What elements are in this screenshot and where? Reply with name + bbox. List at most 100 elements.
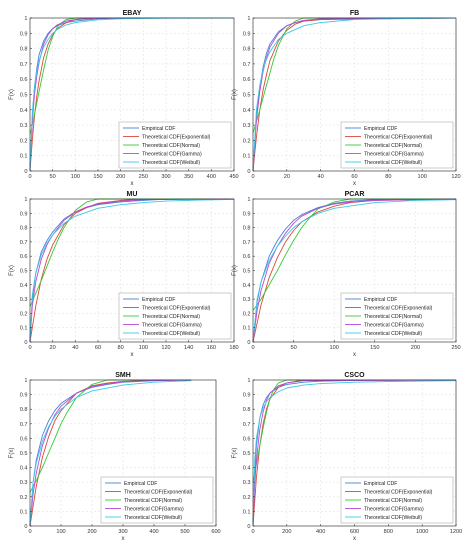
y-tick-label: 0.8 <box>20 407 28 413</box>
x-tick-label: 0 <box>251 174 254 180</box>
legend: Empirical CDF Theoretical CDF(Exponential… <box>100 476 214 524</box>
x-tick-label: 150 <box>370 345 379 351</box>
x-tick-label: 150 <box>93 174 102 180</box>
y-tick-label: 0.2 <box>20 311 28 317</box>
legend-entry: Theoretical CDF(Gamma) <box>142 322 202 328</box>
series-line-normal <box>29 17 234 135</box>
x-tick-label: 20 <box>50 345 56 351</box>
x-tick-label: 40 <box>72 345 78 351</box>
y-tick-label: 0.2 <box>243 495 251 501</box>
x-tick-label: 500 <box>180 529 189 535</box>
chart-panel-mu: 0 20 40 60 80 100 120 140 160 180 0 0.1 0.2 0.3 0.4 0.5… <box>9 191 239 358</box>
x-tick-label: 100 <box>417 174 426 180</box>
x-tick-label: 600 <box>350 529 359 535</box>
y-tick-label: 0.4 <box>20 466 28 472</box>
legend-entry: Theoretical CDF(Exponential) <box>142 305 211 311</box>
y-axis-label: F(x) <box>232 265 238 276</box>
x-axis-label: x <box>122 536 125 542</box>
chart-title: PCAR <box>345 191 365 198</box>
y-tick-label: 0.5 <box>20 269 28 275</box>
legend: Empirical CDF Theoretical CDF(Exponential… <box>340 121 454 169</box>
y-tick-label: 0.8 <box>243 226 251 232</box>
x-tick-label: 140 <box>184 345 193 351</box>
y-axis-label: F(x) <box>232 448 238 459</box>
legend-entry: Theoretical CDF(Normal) <box>142 143 200 149</box>
x-axis-label: x <box>131 181 134 187</box>
chart-title: SMH <box>115 372 131 379</box>
legend-entry: Theoretical CDF(Exponential) <box>142 134 211 140</box>
y-tick-label: 0.9 <box>20 393 28 399</box>
x-tick-label: 100 <box>330 345 339 351</box>
y-tick-label: 0.1 <box>243 509 251 515</box>
series-line-exponential <box>252 198 457 343</box>
legend-entry: Theoretical CDF(Normal) <box>364 498 422 504</box>
chart-panel-ebay: 0 50 100 150 200 250 300 350 400 450 0 0.1 0.2 0.3 0.4… <box>9 10 239 187</box>
chart-panel-smh: 0 100 200 300 400 500 600 0 0.1 0.2 0.3 0.4 0.5 0.6 0.… <box>9 372 221 542</box>
y-tick-label: 0.1 <box>20 326 28 332</box>
x-tick-label: 300 <box>118 529 127 535</box>
x-tick-label: 400 <box>316 529 325 535</box>
legend-entry: Empirical CDF <box>142 126 175 132</box>
series-line-weibull <box>29 17 235 172</box>
legend-entry: Theoretical CDF(Exponential) <box>124 489 193 495</box>
y-tick-label: 0 <box>24 169 27 175</box>
x-tick-label: 200 <box>282 529 291 535</box>
y-tick-label: 0.5 <box>243 93 251 99</box>
legend-entry: Theoretical CDF(Weibull) <box>142 160 200 166</box>
y-tick-label: 0.4 <box>20 283 28 289</box>
x-tick-label: 350 <box>184 174 193 180</box>
legend-entry: Theoretical CDF(Exponential) <box>364 305 433 311</box>
legend: Empirical CDF Theoretical CDF(Exponential… <box>340 476 454 524</box>
x-tick-label: 0 <box>251 529 254 535</box>
x-tick-label: 100 <box>56 529 65 535</box>
y-tick-label: 1 <box>247 16 250 22</box>
y-tick-label: 0.9 <box>243 211 251 217</box>
y-tick-label: 0.4 <box>20 108 28 114</box>
y-tick-label: 0.5 <box>243 451 251 457</box>
y-tick-label: 0.8 <box>243 47 251 53</box>
legend-entry: Theoretical CDF(Gamma) <box>364 322 424 328</box>
legend-entry: Theoretical CDF(Normal) <box>364 143 422 149</box>
y-tick-label: 1 <box>247 197 250 203</box>
y-tick-label: 0.9 <box>20 211 28 217</box>
y-tick-label: 0 <box>247 340 250 346</box>
series-line-gamma <box>252 379 457 527</box>
chart-title: FB <box>350 10 359 17</box>
x-tick-label: 450 <box>229 174 238 180</box>
x-tick-label: 60 <box>351 174 357 180</box>
x-tick-label: 160 <box>207 345 216 351</box>
chart-title: CSCO <box>344 372 365 379</box>
y-axis-label: F(x) <box>9 448 15 459</box>
chart-panel-csco: 0 200 400 600 800 1000 1200 0 0.1 0.2 0.3 0.4 0.5 0.6… <box>232 372 462 542</box>
legend-entry: Empirical CDF <box>364 126 397 132</box>
y-axis-label: F(x) <box>232 89 238 100</box>
y-tick-label: 0.1 <box>243 326 251 332</box>
x-axis-label: x <box>131 352 134 358</box>
y-tick-label: 0.3 <box>243 123 251 129</box>
y-tick-label: 0.9 <box>243 393 251 399</box>
y-tick-label: 0.6 <box>243 77 251 83</box>
x-tick-label: 300 <box>161 174 170 180</box>
x-tick-label: 250 <box>139 174 148 180</box>
x-axis-label: x <box>353 352 356 358</box>
x-tick-label: 0 <box>28 345 31 351</box>
series-line-normal <box>29 379 192 493</box>
x-tick-label: 400 <box>149 529 158 535</box>
series-line-normal <box>252 198 456 311</box>
x-tick-label: 100 <box>139 345 148 351</box>
x-tick-label: 50 <box>290 345 296 351</box>
series-line-gamma <box>29 379 192 527</box>
series-line-weibull <box>29 198 235 343</box>
y-tick-label: 1 <box>24 197 27 203</box>
series-line-normal <box>252 17 456 133</box>
legend-entry: Theoretical CDF(Normal) <box>142 314 200 320</box>
y-tick-label: 0.6 <box>20 254 28 260</box>
y-axis-label: F(x) <box>9 89 15 100</box>
chart-panel-fb: 0 20 40 60 80 100 120 0 0.1 0.2 0.3 0.4 0.5 0.6 0.7 0.8… <box>232 10 461 187</box>
legend-entry: Theoretical CDF(Weibull) <box>124 515 182 521</box>
legend-entry: Theoretical CDF(Normal) <box>124 498 182 504</box>
x-tick-label: 100 <box>71 174 80 180</box>
x-axis-label: x <box>353 536 356 542</box>
x-tick-label: 0 <box>28 529 31 535</box>
series-line-normal <box>29 198 234 307</box>
